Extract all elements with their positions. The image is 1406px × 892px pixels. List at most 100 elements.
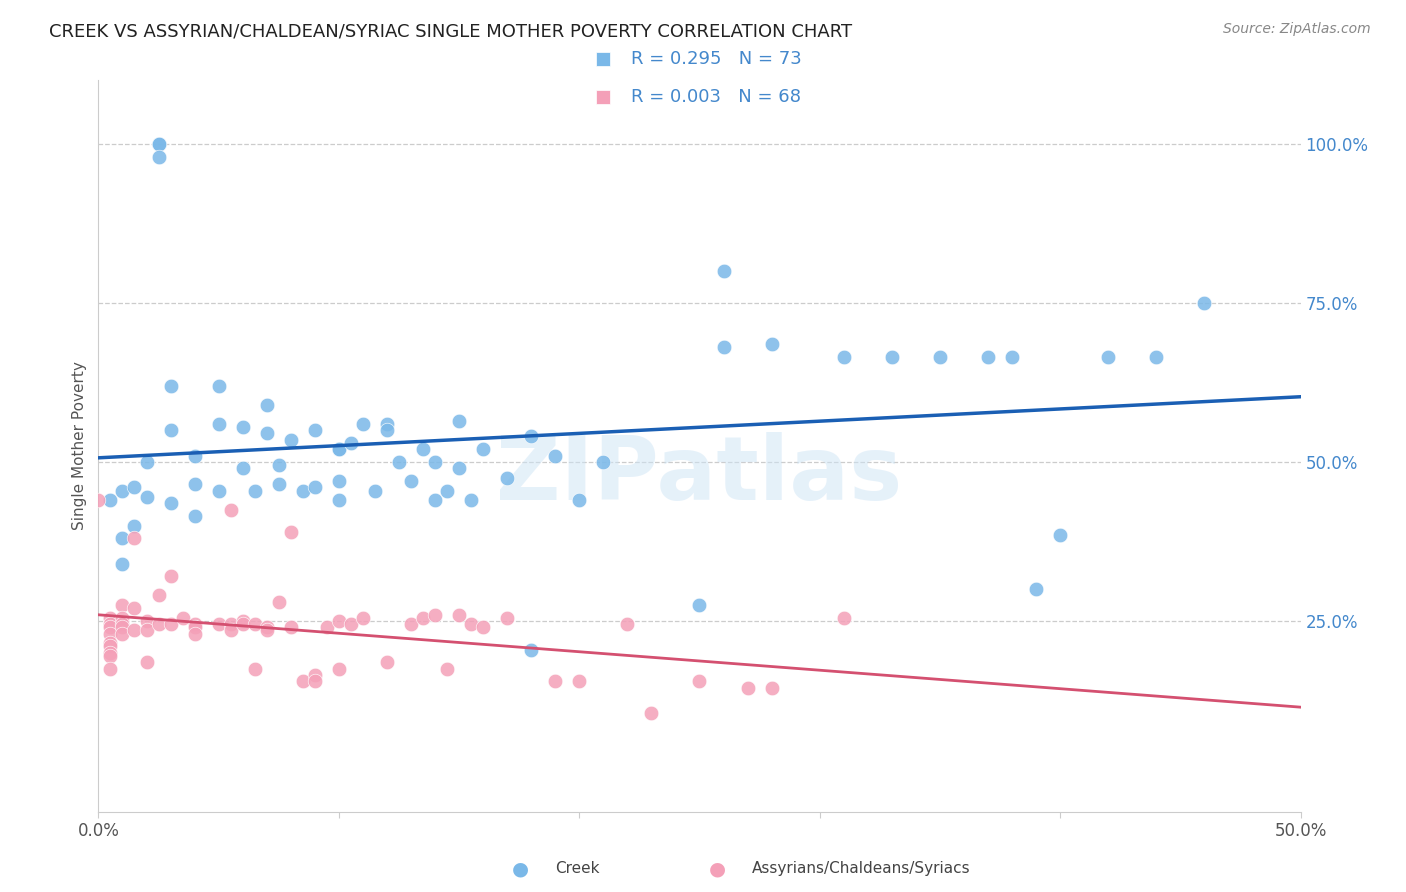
Point — [447, 607, 470, 622]
Point — [256, 620, 278, 634]
Point — [832, 611, 855, 625]
Point — [87, 493, 110, 508]
Point — [544, 449, 567, 463]
Point — [412, 611, 434, 625]
Point — [100, 620, 122, 634]
Point — [520, 429, 543, 443]
Y-axis label: Single Mother Poverty: Single Mother Poverty — [72, 361, 87, 531]
Point — [267, 458, 290, 472]
Point — [183, 508, 205, 523]
Point — [232, 420, 254, 434]
Point — [135, 490, 157, 504]
Point — [412, 442, 434, 457]
Point — [135, 624, 157, 638]
Point — [159, 423, 181, 437]
Point — [291, 483, 314, 498]
Point — [340, 435, 363, 450]
Point — [280, 433, 302, 447]
Point — [135, 655, 157, 669]
Point — [761, 337, 783, 351]
Point — [256, 624, 278, 638]
Point — [1001, 350, 1024, 364]
Point — [159, 617, 181, 632]
Point — [472, 620, 495, 634]
Point — [148, 617, 170, 632]
Point — [135, 614, 157, 628]
Point — [232, 461, 254, 475]
Point — [100, 662, 122, 676]
Point — [183, 449, 205, 463]
Point — [304, 423, 326, 437]
Point — [1025, 582, 1047, 596]
Point — [592, 455, 614, 469]
Point — [544, 674, 567, 689]
Point — [243, 483, 266, 498]
Point — [447, 461, 470, 475]
Point — [436, 483, 458, 498]
Point — [100, 646, 122, 660]
Point — [689, 598, 711, 612]
Text: R = 0.295   N = 73: R = 0.295 N = 73 — [631, 51, 801, 69]
Point — [148, 150, 170, 164]
Point — [375, 655, 398, 669]
Point — [267, 477, 290, 491]
Point — [111, 598, 134, 612]
Point — [713, 340, 735, 354]
Point — [148, 136, 170, 151]
Point — [399, 617, 422, 632]
Point — [291, 674, 314, 689]
Point — [100, 636, 122, 650]
Point — [267, 595, 290, 609]
Point — [423, 607, 446, 622]
Point — [520, 642, 543, 657]
Point — [496, 611, 519, 625]
Point — [328, 442, 350, 457]
Point — [111, 531, 134, 545]
Point — [100, 626, 122, 640]
Point — [689, 674, 711, 689]
Point — [375, 417, 398, 431]
Point — [304, 674, 326, 689]
Point — [880, 350, 903, 364]
Point — [436, 662, 458, 676]
Point — [243, 662, 266, 676]
Point — [232, 614, 254, 628]
Text: CREEK VS ASSYRIAN/CHALDEAN/SYRIAC SINGLE MOTHER POVERTY CORRELATION CHART: CREEK VS ASSYRIAN/CHALDEAN/SYRIAC SINGLE… — [49, 22, 852, 40]
Point — [352, 611, 374, 625]
Point — [568, 493, 591, 508]
Point — [219, 617, 242, 632]
Point — [124, 624, 146, 638]
Point — [172, 611, 194, 625]
Text: Assyrians/Chaldeans/Syriacs: Assyrians/Chaldeans/Syriacs — [752, 862, 970, 876]
Point — [447, 413, 470, 427]
Point — [460, 617, 482, 632]
Point — [256, 426, 278, 441]
Text: ●: ● — [709, 859, 725, 879]
Point — [280, 620, 302, 634]
Point — [135, 455, 157, 469]
Point — [328, 442, 350, 457]
Point — [928, 350, 950, 364]
Point — [568, 674, 591, 689]
Point — [183, 620, 205, 634]
Point — [737, 681, 759, 695]
Point — [111, 611, 134, 625]
Point — [100, 617, 122, 632]
Point — [364, 483, 387, 498]
Point — [1097, 350, 1119, 364]
Point — [280, 524, 302, 539]
Point — [100, 640, 122, 654]
Point — [616, 617, 638, 632]
Point — [375, 423, 398, 437]
Text: Creek: Creek — [555, 862, 600, 876]
Point — [100, 648, 122, 663]
Point — [352, 417, 374, 431]
Point — [208, 417, 231, 431]
Point — [304, 668, 326, 682]
Point — [111, 617, 134, 632]
Point — [496, 471, 519, 485]
Point — [148, 589, 170, 603]
Text: ZIPatlas: ZIPatlas — [496, 432, 903, 519]
Point — [183, 477, 205, 491]
Text: R = 0.003   N = 68: R = 0.003 N = 68 — [631, 87, 801, 105]
